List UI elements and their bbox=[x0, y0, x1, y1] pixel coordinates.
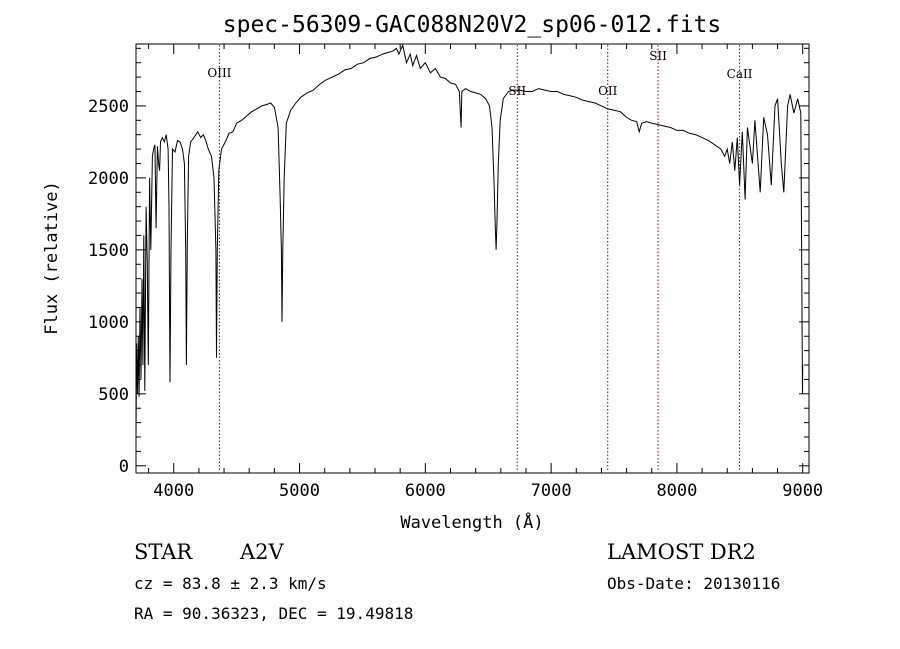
line-marker-label-oii: OII bbox=[598, 84, 618, 98]
line-marker-label-oiii: OIII bbox=[207, 66, 231, 80]
x-tick-label: 7000 bbox=[531, 481, 572, 501]
line-marker-label-caii: CaII bbox=[727, 67, 753, 81]
survey-name: LAMOST DR2 bbox=[607, 540, 756, 564]
y-tick-label: 1000 bbox=[88, 313, 129, 333]
x-tick-label: 6000 bbox=[405, 481, 446, 501]
spectrum-series-line bbox=[135, 43, 804, 438]
plot-frame bbox=[135, 43, 810, 474]
object-class: STAR bbox=[134, 540, 193, 564]
y-tick-label: 1500 bbox=[88, 241, 129, 261]
object-subclass: A2V bbox=[239, 540, 285, 564]
y-tick-label: 500 bbox=[98, 385, 129, 405]
x-tick-label: 5000 bbox=[279, 481, 320, 501]
y-axis-label: Flux (relative) bbox=[42, 181, 62, 335]
observation-date: Obs-Date: 20130116 bbox=[607, 574, 780, 593]
y-tick-label: 0 bbox=[119, 457, 129, 477]
chart-title: spec-56309-GAC088N20V2_sp06-012.fits bbox=[223, 12, 722, 38]
x-axis-label: Wavelength (Å) bbox=[400, 511, 543, 533]
y-tick-label: 2500 bbox=[88, 97, 129, 117]
axis-ticks: 4000 5000 6000 7000 8000 9000 0 500 1000 1500 2000… bbox=[88, 44, 823, 501]
y-tick-label: 2000 bbox=[88, 169, 129, 189]
line-marker-label-sii: SII bbox=[508, 84, 526, 98]
x-tick-label: 8000 bbox=[656, 481, 697, 501]
ra-dec-coordinates: RA = 90.36323, DEC = 19.49818 bbox=[134, 604, 413, 623]
line-markers: OIII SII OII SII CaII bbox=[207, 45, 753, 472]
line-marker-label-sii: SII bbox=[649, 49, 667, 63]
x-tick-label: 9000 bbox=[782, 481, 823, 501]
x-tick-label: 4000 bbox=[153, 481, 194, 501]
redshift-cz: cz = 83.8 ± 2.3 km/s bbox=[134, 574, 327, 593]
